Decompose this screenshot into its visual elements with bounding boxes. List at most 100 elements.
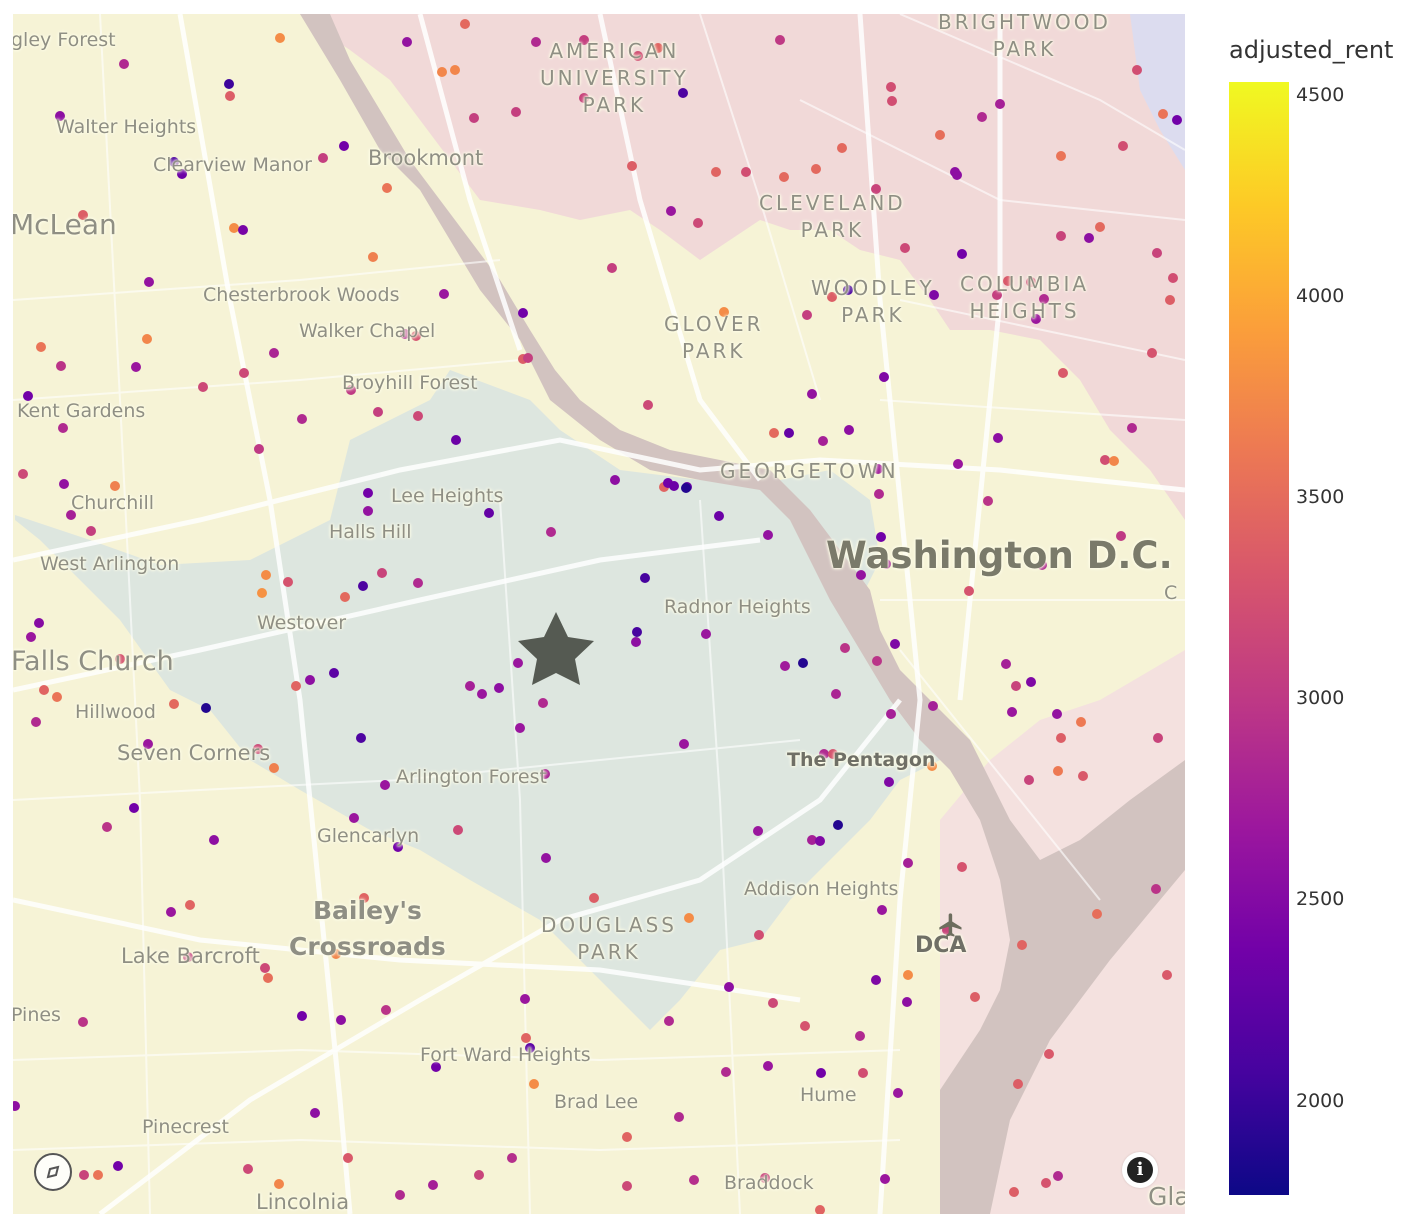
rent-point[interactable] xyxy=(1147,348,1157,358)
rent-point[interactable] xyxy=(142,334,152,344)
rent-point[interactable] xyxy=(811,164,821,174)
rent-point[interactable] xyxy=(393,842,403,852)
rent-point[interactable] xyxy=(627,161,637,171)
rent-point[interactable] xyxy=(927,761,937,771)
rent-point[interactable] xyxy=(513,658,523,668)
rent-point[interactable] xyxy=(78,1017,88,1027)
rent-point[interactable] xyxy=(935,130,945,140)
rent-point[interactable] xyxy=(1127,423,1137,433)
rent-point[interactable] xyxy=(681,483,691,493)
rent-point[interactable] xyxy=(622,1132,632,1142)
rent-point[interactable] xyxy=(903,858,913,868)
rent-point[interactable] xyxy=(831,689,841,699)
rent-point[interactable] xyxy=(1013,1079,1023,1089)
rent-point[interactable] xyxy=(1052,709,1062,719)
rent-point[interactable] xyxy=(1095,222,1105,232)
rent-point[interactable] xyxy=(201,703,211,713)
rent-point[interactable] xyxy=(929,290,939,300)
rent-point[interactable] xyxy=(879,372,889,382)
rent-point[interactable] xyxy=(589,893,599,903)
rent-point[interactable] xyxy=(474,1170,484,1180)
rent-point[interactable] xyxy=(903,970,913,980)
rent-point[interactable] xyxy=(798,658,808,668)
rent-point[interactable] xyxy=(856,570,866,580)
rent-point[interactable] xyxy=(1056,151,1066,161)
rent-point[interactable] xyxy=(1037,560,1047,570)
rent-point[interactable] xyxy=(494,683,504,693)
rent-point[interactable] xyxy=(873,464,883,474)
rent-point[interactable] xyxy=(1031,314,1041,324)
rent-point[interactable] xyxy=(844,425,854,435)
rent-point[interactable] xyxy=(183,952,193,962)
rent-point[interactable] xyxy=(477,689,487,699)
rent-point[interactable] xyxy=(780,661,790,671)
rent-point[interactable] xyxy=(871,975,881,985)
rent-point[interactable] xyxy=(858,1068,868,1078)
rent-point[interactable] xyxy=(177,169,187,179)
rent-point[interactable] xyxy=(1151,884,1161,894)
rent-point[interactable] xyxy=(827,292,837,302)
rent-point[interactable] xyxy=(297,1011,307,1021)
rent-point[interactable] xyxy=(666,206,676,216)
rent-point[interactable] xyxy=(1056,231,1066,241)
rent-point[interactable] xyxy=(886,82,896,92)
rent-point[interactable] xyxy=(1058,368,1068,378)
rent-point[interactable] xyxy=(900,243,910,253)
rent-point[interactable] xyxy=(877,905,887,915)
rent-point[interactable] xyxy=(840,643,850,653)
rent-point[interactable] xyxy=(711,167,721,177)
rent-point[interactable] xyxy=(807,835,817,845)
rent-point[interactable] xyxy=(439,289,449,299)
rent-point[interactable] xyxy=(318,153,328,163)
rent-point[interactable] xyxy=(269,348,279,358)
rent-point[interactable] xyxy=(358,581,368,591)
rent-point[interactable] xyxy=(1116,531,1126,541)
rent-point[interactable] xyxy=(684,913,694,923)
rent-point[interactable] xyxy=(253,744,263,754)
rent-point[interactable] xyxy=(36,342,46,352)
rent-point[interactable] xyxy=(1076,717,1086,727)
rent-point[interactable] xyxy=(274,1179,284,1189)
rent-point[interactable] xyxy=(902,997,912,1007)
rent-point[interactable] xyxy=(1017,940,1027,950)
rent-point[interactable] xyxy=(373,407,383,417)
rent-point[interactable] xyxy=(291,681,301,691)
rent-point[interactable] xyxy=(884,777,894,787)
rent-point[interactable] xyxy=(1168,273,1178,283)
rent-point[interactable] xyxy=(546,527,556,537)
rent-point[interactable] xyxy=(768,998,778,1008)
rent-point[interactable] xyxy=(525,1043,535,1053)
rent-point[interactable] xyxy=(310,1108,320,1118)
rent-point[interactable] xyxy=(484,508,494,518)
rent-point[interactable] xyxy=(871,184,881,194)
rent-point[interactable] xyxy=(380,780,390,790)
rent-point[interactable] xyxy=(1041,1178,1051,1188)
rent-point[interactable] xyxy=(775,35,785,45)
rent-point[interactable] xyxy=(346,385,356,395)
rent-point[interactable] xyxy=(640,573,650,583)
rent-point[interactable] xyxy=(977,112,987,122)
rent-point[interactable] xyxy=(1162,970,1172,980)
rent-point[interactable] xyxy=(579,93,589,103)
rent-point[interactable] xyxy=(893,1088,903,1098)
rent-point[interactable] xyxy=(86,526,96,536)
rent-point[interactable] xyxy=(382,183,392,193)
rent-point[interactable] xyxy=(760,1173,770,1183)
rent-point[interactable] xyxy=(540,769,550,779)
rent-point[interactable] xyxy=(631,637,641,647)
rent-point[interactable] xyxy=(225,91,235,101)
rent-point[interactable] xyxy=(701,629,711,639)
rent-point[interactable] xyxy=(964,586,974,596)
rent-point[interactable] xyxy=(653,43,663,53)
rent-point[interactable] xyxy=(1100,455,1110,465)
rent-point[interactable] xyxy=(26,632,36,642)
rent-point[interactable] xyxy=(816,1068,826,1078)
rent-point[interactable] xyxy=(995,99,1005,109)
rent-point[interactable] xyxy=(881,559,891,569)
rent-point[interactable] xyxy=(93,1170,103,1180)
rent-point[interactable] xyxy=(437,67,447,77)
rent-point[interactable] xyxy=(453,825,463,835)
rent-point[interactable] xyxy=(1132,65,1142,75)
rent-point[interactable] xyxy=(411,331,421,341)
rent-point[interactable] xyxy=(753,826,763,836)
